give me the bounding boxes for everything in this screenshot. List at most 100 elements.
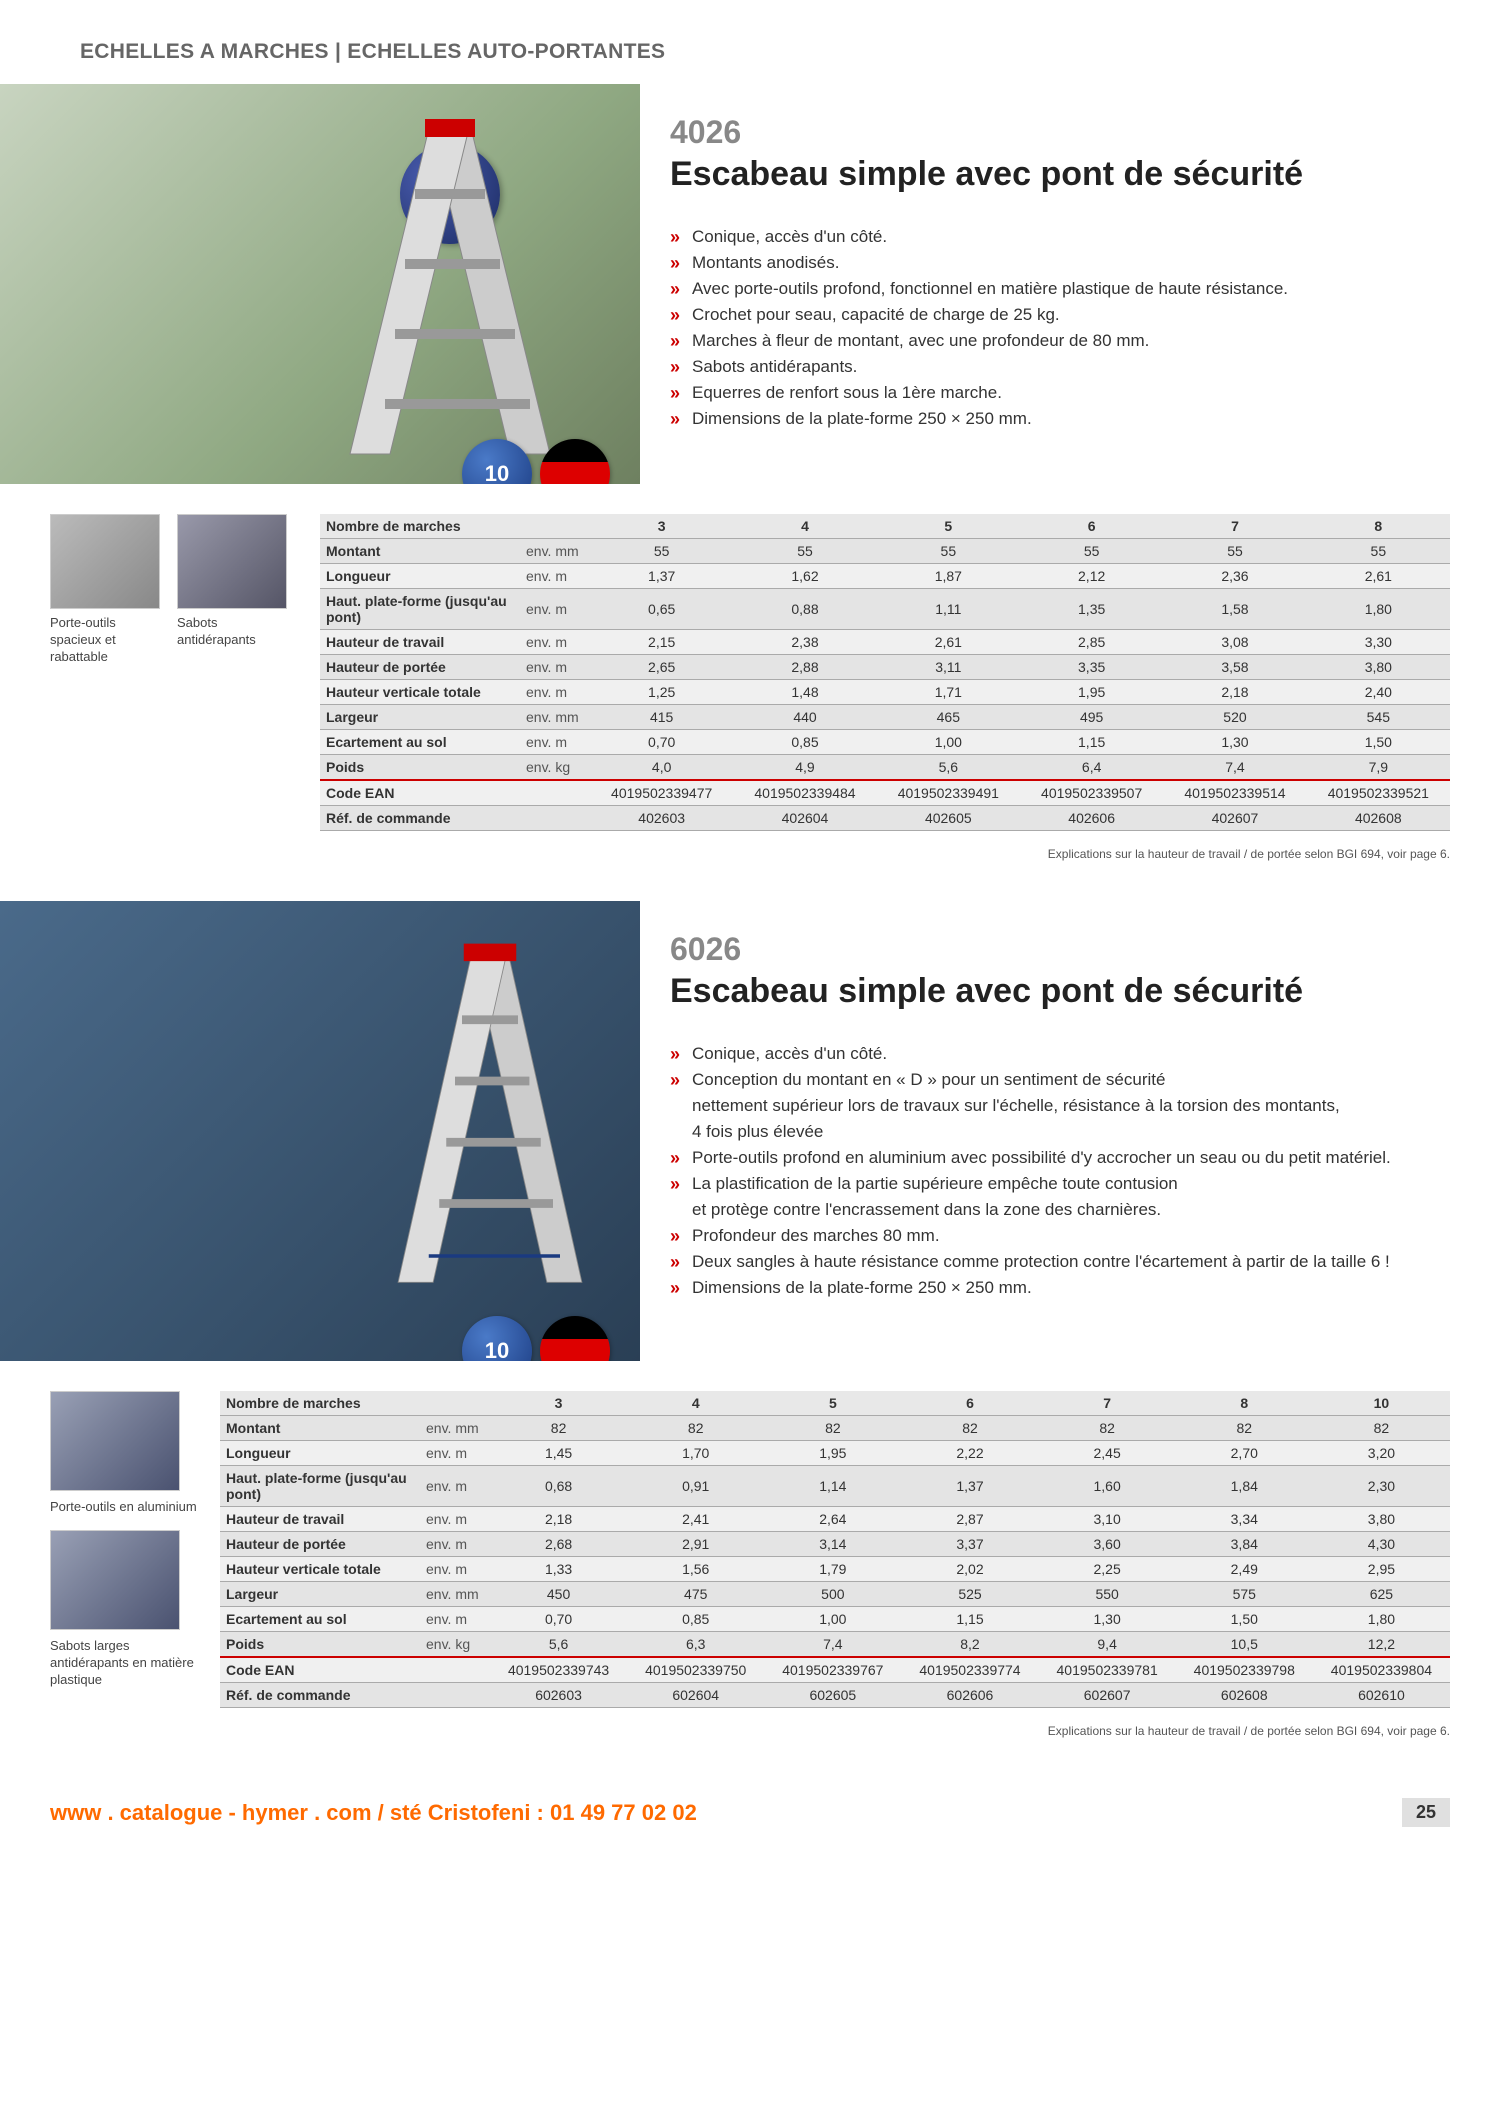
cell: 625 — [1313, 1582, 1450, 1607]
row-unit: env. m — [520, 564, 590, 589]
row-label: Haut. plate-forme (jusqu'au pont) — [220, 1466, 420, 1507]
cell: 1,15 — [901, 1607, 1038, 1632]
cell: 6,4 — [1020, 755, 1163, 781]
cell: 4019502339477 — [590, 780, 733, 806]
cell: 465 — [877, 705, 1020, 730]
ladder-icon — [320, 114, 580, 464]
cell: 602608 — [1176, 1683, 1313, 1708]
table-row: Nombre de marches345678 — [320, 514, 1450, 539]
cell: 2,61 — [877, 630, 1020, 655]
cell: 10 — [1313, 1391, 1450, 1416]
cell: 8,2 — [901, 1632, 1038, 1658]
badge-10-icon: 10 — [462, 439, 532, 484]
cell: 1,80 — [1313, 1607, 1450, 1632]
cell: 0,70 — [490, 1607, 627, 1632]
row-unit — [520, 514, 590, 539]
cell: 7,4 — [1163, 755, 1306, 781]
row-label: Longueur — [220, 1441, 420, 1466]
cell: 6 — [901, 1391, 1038, 1416]
page-header: ECHELLES A MARCHES | ECHELLES AUTO-PORTA… — [0, 0, 1500, 84]
cell: 4019502339781 — [1039, 1657, 1176, 1683]
cell: 1,35 — [1020, 589, 1163, 630]
cell: 0,70 — [590, 730, 733, 755]
hero-image-6026: 10 — [0, 901, 640, 1361]
table-row: Longueurenv. m1,451,701,952,222,452,703,… — [220, 1441, 1450, 1466]
cell: 1,87 — [877, 564, 1020, 589]
cell: 602604 — [627, 1683, 764, 1708]
cell: 1,30 — [1163, 730, 1306, 755]
cell: 2,70 — [1176, 1441, 1313, 1466]
feature-item: Dimensions de la plate-forme 250 × 250 m… — [670, 1275, 1450, 1301]
cell: 2,30 — [1313, 1466, 1450, 1507]
table-row: Largeurenv. mm450475500525550575625 — [220, 1582, 1450, 1607]
cell: 10,5 — [1176, 1632, 1313, 1658]
cell: 3,80 — [1307, 655, 1450, 680]
cell: 1,11 — [877, 589, 1020, 630]
row-label: Nombre de marches — [320, 514, 520, 539]
cell: 2,65 — [590, 655, 733, 680]
row-label: Hauteur verticale totale — [220, 1557, 420, 1582]
cell: 3,30 — [1307, 630, 1450, 655]
hero-image-4026: Montants anodisés 10 — [0, 84, 640, 484]
cell: 1,00 — [877, 730, 1020, 755]
table-row: Hauteur de portéeenv. m2,652,883,113,353… — [320, 655, 1450, 680]
cell: 3,58 — [1163, 655, 1306, 680]
cell: 4019502339743 — [490, 1657, 627, 1683]
cell: 2,45 — [1039, 1441, 1176, 1466]
row-label: Hauteur de portée — [320, 655, 520, 680]
row-label: Ecartement au sol — [320, 730, 520, 755]
cell: 2,91 — [627, 1532, 764, 1557]
cell: 1,58 — [1163, 589, 1306, 630]
table-row: Nombre de marches34567810 — [220, 1391, 1450, 1416]
cell: 4019502339804 — [1313, 1657, 1450, 1683]
cell: 1,70 — [627, 1441, 764, 1466]
row-unit — [520, 806, 590, 831]
table-row: Réf. de commande602603602604602605602606… — [220, 1683, 1450, 1708]
row-label: Hauteur de portée — [220, 1532, 420, 1557]
cell: 7 — [1163, 514, 1306, 539]
cell: 415 — [590, 705, 733, 730]
cell: 1,45 — [490, 1441, 627, 1466]
cell: 4019502339798 — [1176, 1657, 1313, 1683]
cell: 5 — [877, 514, 1020, 539]
cell: 3,37 — [901, 1532, 1038, 1557]
row-label: Montant — [220, 1416, 420, 1441]
cell: 55 — [733, 539, 876, 564]
thumb-label: Porte-outils en aluminium — [50, 1499, 200, 1516]
row-unit — [520, 780, 590, 806]
row-unit: env. mm — [420, 1582, 490, 1607]
cell: 402605 — [877, 806, 1020, 831]
row-unit: env. mm — [520, 705, 590, 730]
row-unit: env. mm — [420, 1416, 490, 1441]
cell: 6 — [1020, 514, 1163, 539]
cell: 82 — [627, 1416, 764, 1441]
feature-item: et protège contre l'encrassement dans la… — [670, 1197, 1450, 1223]
cell: 55 — [1020, 539, 1163, 564]
cell: 2,64 — [764, 1507, 901, 1532]
badge-germany-icon — [540, 1316, 610, 1361]
cell: 440 — [733, 705, 876, 730]
thumb-label: Porte-outils spacieux et rabattable — [50, 615, 165, 666]
row-unit: env. m — [420, 1557, 490, 1582]
row-label: Longueur — [320, 564, 520, 589]
product-title: Escabeau simple avec pont de sécurité — [670, 155, 1450, 194]
cell: 1,25 — [590, 680, 733, 705]
feature-item: Montants anodisés. — [670, 250, 1450, 276]
cell: 2,40 — [1307, 680, 1450, 705]
row-label: Réf. de commande — [220, 1683, 420, 1708]
row-unit: env. m — [520, 680, 590, 705]
cell: 1,33 — [490, 1557, 627, 1582]
cell: 2,15 — [590, 630, 733, 655]
row-label: Poids — [220, 1632, 420, 1658]
cell: 0,91 — [627, 1466, 764, 1507]
cell: 82 — [490, 1416, 627, 1441]
spec-table-6026: Nombre de marches34567810Montantenv. mm8… — [220, 1391, 1450, 1708]
cell: 602607 — [1039, 1683, 1176, 1708]
cell: 500 — [764, 1582, 901, 1607]
cell: 1,48 — [733, 680, 876, 705]
page-number: 25 — [1402, 1798, 1450, 1827]
row-label: Haut. plate-forme (jusqu'au pont) — [320, 589, 520, 630]
row-label: Hauteur verticale totale — [320, 680, 520, 705]
cell: 55 — [1163, 539, 1306, 564]
table-row: Haut. plate-forme (jusqu'au pont)env. m0… — [220, 1466, 1450, 1507]
